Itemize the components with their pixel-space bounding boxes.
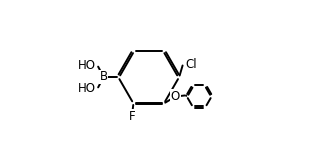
Text: F: F	[129, 110, 135, 123]
Text: HO: HO	[78, 82, 96, 95]
Text: B: B	[100, 71, 108, 83]
Text: Cl: Cl	[186, 58, 197, 71]
Text: O: O	[171, 90, 180, 103]
Text: HO: HO	[78, 59, 96, 72]
